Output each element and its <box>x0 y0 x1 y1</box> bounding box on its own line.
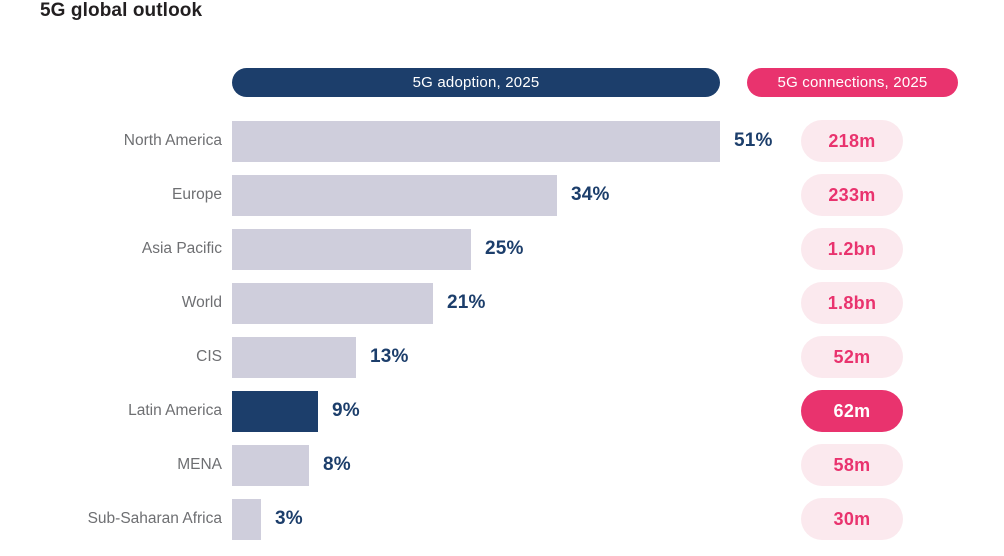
region-label: Asia Pacific <box>141 240 222 257</box>
adoption-bar <box>232 120 720 162</box>
region-label: Europe <box>172 186 222 203</box>
legend-connections-pill: 5G connections, 2025 <box>747 68 958 97</box>
connections-pill: 218m <box>801 120 903 162</box>
connections-pill: 62m <box>801 390 903 432</box>
legend-adoption-label: 5G adoption, 2025 <box>412 74 540 91</box>
connections-pill: 58m <box>801 444 903 486</box>
adoption-value-label: 3% <box>275 508 303 529</box>
connections-pill: 1.8bn <box>801 282 903 324</box>
adoption-bar <box>232 444 309 486</box>
region-label: World <box>181 294 222 311</box>
chart-row: CIS 13% 52m <box>0 330 1004 384</box>
adoption-value-label: 51% <box>734 130 773 151</box>
adoption-value-label: 34% <box>571 184 610 205</box>
adoption-value-label: 13% <box>370 346 409 367</box>
legend-adoption-pill: 5G adoption, 2025 <box>232 68 720 97</box>
connections-pill: 233m <box>801 174 903 216</box>
connections-pill: 30m <box>801 498 903 540</box>
adoption-value-label: 8% <box>323 454 351 475</box>
region-label: CIS <box>196 348 222 365</box>
region-label: MENA <box>177 456 222 473</box>
page-title: 5G global outlook <box>40 0 203 21</box>
region-label: North America <box>123 132 222 149</box>
adoption-value-label: 25% <box>485 238 524 259</box>
adoption-bar <box>232 228 471 270</box>
adoption-value-label: 9% <box>332 400 360 421</box>
adoption-bar <box>232 174 557 216</box>
chart-row: Europe 34% 233m <box>0 168 1004 222</box>
adoption-bar <box>232 498 261 540</box>
connections-pill: 1.2bn <box>801 228 903 270</box>
chart-row: Sub-Saharan Africa 3% 30m <box>0 492 1004 546</box>
chart-row: Asia Pacific 25% 1.2bn <box>0 222 1004 276</box>
adoption-value-label: 21% <box>447 292 486 313</box>
region-label: Latin America <box>128 402 222 419</box>
rows: North America 51% 218m Europe 34% 233m A… <box>0 114 1004 546</box>
legend-connections-label: 5G connections, 2025 <box>777 74 928 91</box>
region-label: Sub-Saharan Africa <box>87 510 222 527</box>
chart-row: World 21% 1.8bn <box>0 276 1004 330</box>
chart-row: MENA 8% 58m <box>0 438 1004 492</box>
adoption-bar <box>232 282 433 324</box>
adoption-bar <box>232 336 356 378</box>
connections-pill: 52m <box>801 336 903 378</box>
adoption-bar <box>232 390 318 432</box>
chart-row: North America 51% 218m <box>0 114 1004 168</box>
chart-row: Latin America 9% 62m <box>0 384 1004 438</box>
